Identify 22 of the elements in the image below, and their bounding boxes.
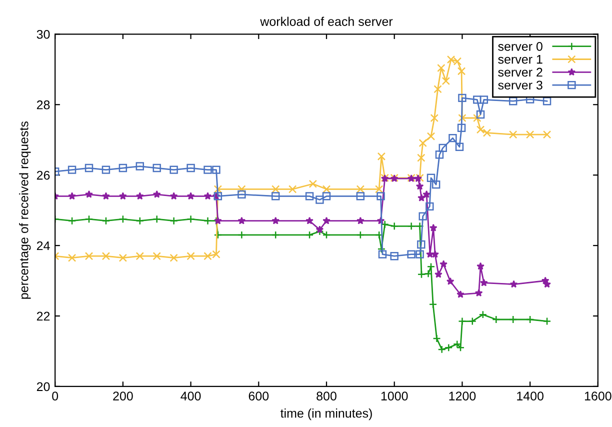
x-tick-label: 1400 — [517, 392, 544, 400]
legend-label: server 2 — [498, 68, 542, 77]
x-tick-label: 400 — [180, 392, 201, 400]
x-tick-label: 200 — [113, 392, 133, 400]
chart-title: workload of each server — [260, 16, 393, 26]
y-tick-label: 26 — [36, 170, 50, 180]
x-axis-title: time (in minutes) — [280, 408, 372, 420]
x-tick-label: 1200 — [449, 392, 476, 400]
x-tick-label: 600 — [248, 392, 269, 400]
x-tick-label: 0 — [52, 392, 58, 400]
x-tick-label: 1000 — [381, 392, 408, 400]
y-tick-label: 24 — [36, 241, 50, 250]
y-tick-label: 30 — [36, 30, 50, 39]
legend-label: server 0 — [498, 42, 542, 51]
y-tick-label: 22 — [36, 312, 50, 321]
x-tick-label: 800 — [316, 392, 336, 400]
y-axis-title: percentage of received requests — [19, 121, 31, 299]
x-tick-label: 1600 — [584, 392, 612, 400]
legend-label: server 3 — [498, 80, 542, 90]
y-tick-label: 28 — [36, 100, 50, 110]
legend-label: server 1 — [498, 55, 542, 64]
y-tick-label: 20 — [36, 382, 50, 392]
